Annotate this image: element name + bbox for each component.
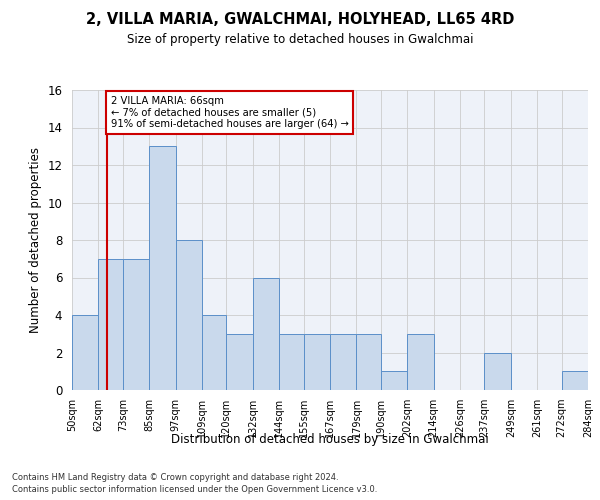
Bar	[253, 278, 279, 390]
Bar	[304, 334, 330, 390]
Bar	[98, 259, 123, 390]
Bar	[149, 146, 176, 390]
Text: Contains public sector information licensed under the Open Government Licence v3: Contains public sector information licen…	[12, 485, 377, 494]
Text: Contains HM Land Registry data © Crown copyright and database right 2024.: Contains HM Land Registry data © Crown c…	[12, 472, 338, 482]
Text: 2, VILLA MARIA, GWALCHMAI, HOLYHEAD, LL65 4RD: 2, VILLA MARIA, GWALCHMAI, HOLYHEAD, LL6…	[86, 12, 514, 28]
Bar	[279, 334, 304, 390]
Bar	[123, 259, 149, 390]
Y-axis label: Number of detached properties: Number of detached properties	[29, 147, 42, 333]
Bar	[407, 334, 434, 390]
Bar	[176, 240, 202, 390]
Bar	[72, 315, 98, 390]
Bar	[202, 315, 226, 390]
Bar	[226, 334, 253, 390]
Bar	[330, 334, 356, 390]
Text: Size of property relative to detached houses in Gwalchmai: Size of property relative to detached ho…	[127, 32, 473, 46]
Bar	[484, 352, 511, 390]
Bar	[356, 334, 381, 390]
Bar	[562, 371, 588, 390]
Bar	[381, 371, 407, 390]
Text: 2 VILLA MARIA: 66sqm
← 7% of detached houses are smaller (5)
91% of semi-detache: 2 VILLA MARIA: 66sqm ← 7% of detached ho…	[110, 96, 349, 129]
Text: Distribution of detached houses by size in Gwalchmai: Distribution of detached houses by size …	[171, 432, 489, 446]
